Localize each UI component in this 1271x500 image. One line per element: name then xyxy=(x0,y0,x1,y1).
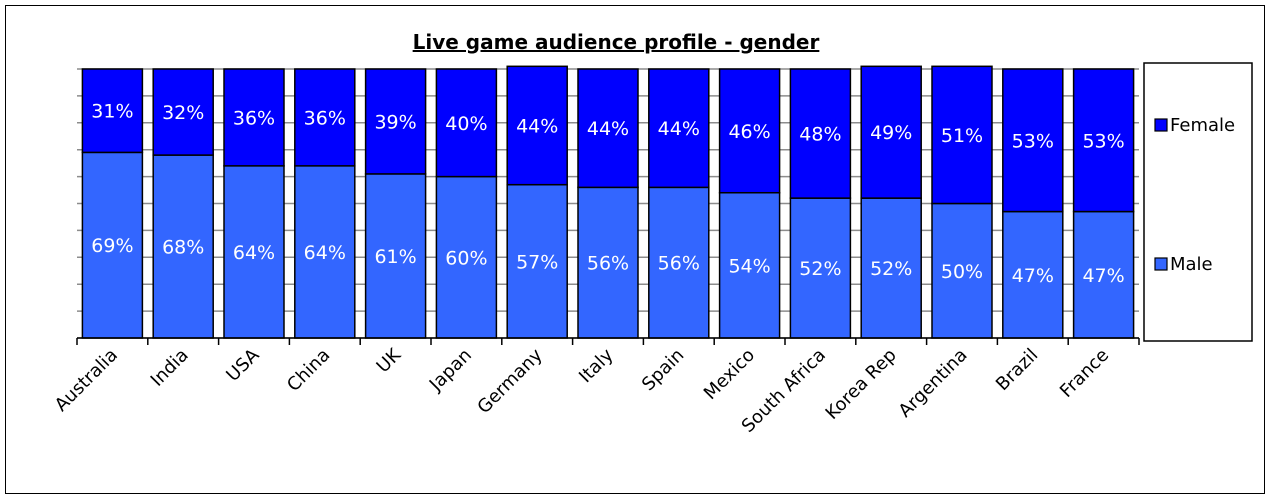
data-label-female: 48% xyxy=(799,124,841,146)
bar-male xyxy=(718,191,781,339)
data-label-male: 68% xyxy=(162,237,204,259)
x-tick-label: Australia xyxy=(51,345,122,416)
bar-male xyxy=(506,183,568,339)
data-label-male: 64% xyxy=(233,242,275,264)
x-tick-label: Mexico xyxy=(700,345,759,404)
bar-female xyxy=(223,68,285,167)
bar-male xyxy=(81,151,144,339)
data-label-male: 52% xyxy=(870,258,912,280)
x-tick-label: Japan xyxy=(425,345,476,396)
legend-label: Female xyxy=(1170,115,1235,136)
data-label-female: 32% xyxy=(162,102,204,124)
bar-female xyxy=(152,68,214,156)
bar-male xyxy=(789,197,852,339)
bars xyxy=(81,65,1135,339)
bar-male xyxy=(860,197,922,339)
x-tick-label: Spain xyxy=(638,345,688,395)
bar-female xyxy=(931,65,993,205)
data-label-male: 60% xyxy=(445,247,487,269)
x-tick-label: India xyxy=(147,345,193,391)
chart-title: Live game audience profile - gender xyxy=(413,30,820,54)
chart-frame: Live game audience profile - gender 69% 3… xyxy=(5,5,1265,494)
bar-male xyxy=(435,175,498,339)
legend-box xyxy=(1143,62,1253,342)
bar-female xyxy=(1072,68,1135,213)
bar-female xyxy=(294,68,356,167)
bar-female xyxy=(1002,68,1064,213)
bar-male xyxy=(152,154,214,339)
bar-male xyxy=(364,173,427,339)
x-tick-label: France xyxy=(1056,345,1113,402)
data-label-female: 53% xyxy=(1012,130,1054,152)
data-label-female: 44% xyxy=(587,118,629,140)
bar-male xyxy=(1002,210,1064,339)
bar-male xyxy=(577,186,639,339)
data-label-male: 69% xyxy=(91,235,133,257)
data-label-male: 47% xyxy=(1012,265,1054,287)
bar-male xyxy=(223,165,285,339)
x-tick-label: Brazil xyxy=(992,345,1042,395)
data-label-male: 61% xyxy=(374,246,416,268)
data-label-female: 44% xyxy=(516,115,558,137)
bar-female xyxy=(577,68,639,189)
x-tick-label: Italy xyxy=(575,344,618,387)
data-label-female: 36% xyxy=(233,107,275,129)
x-tick-label: China xyxy=(283,345,334,396)
x-tick-label: Germany xyxy=(473,344,547,418)
data-label-female: 36% xyxy=(304,107,346,129)
data-label-female: 39% xyxy=(374,111,416,133)
data-label-male: 54% xyxy=(728,255,770,277)
legend-swatch xyxy=(1154,118,1168,132)
bar-female xyxy=(435,68,498,178)
data-label-female: 49% xyxy=(870,122,912,144)
data-label-male: 56% xyxy=(658,253,700,275)
x-tick-label: Argentina xyxy=(895,345,972,422)
stacked-bar-chart: Live game audience profile - gender 69% 3… xyxy=(51,30,1253,437)
bar-female xyxy=(506,65,568,186)
data-label-male: 57% xyxy=(516,251,558,273)
bar-female xyxy=(789,68,852,199)
x-tick-label: USA xyxy=(222,344,264,386)
data-label-female: 31% xyxy=(91,101,133,123)
bar-male xyxy=(1072,210,1135,339)
data-label-male: 47% xyxy=(1082,265,1124,287)
bar-female xyxy=(364,68,427,175)
x-tick-label: Korea Rep xyxy=(822,345,901,424)
data-label-male: 56% xyxy=(587,253,629,275)
bar-female xyxy=(718,68,781,194)
data-label-female: 44% xyxy=(658,118,700,140)
data-labels: 69% 31% 68% 32% 64% 36% 64% 36% 61% 39% 60% 40% 57% 4… xyxy=(91,101,1124,287)
data-label-female: 46% xyxy=(728,121,770,143)
data-label-male: 50% xyxy=(941,261,983,283)
data-label-male: 64% xyxy=(304,242,346,264)
legend-swatch xyxy=(1154,257,1168,271)
legend-label: Male xyxy=(1170,254,1213,275)
data-label-female: 40% xyxy=(445,113,487,135)
bar-female xyxy=(81,68,144,154)
legend: Female Male xyxy=(1143,62,1253,342)
data-label-female: 53% xyxy=(1082,130,1124,152)
data-label-female: 51% xyxy=(941,125,983,147)
bar-female xyxy=(648,68,710,189)
bar-female xyxy=(860,65,922,199)
data-label-male: 52% xyxy=(799,258,841,280)
x-tick-label: UK xyxy=(373,344,406,377)
